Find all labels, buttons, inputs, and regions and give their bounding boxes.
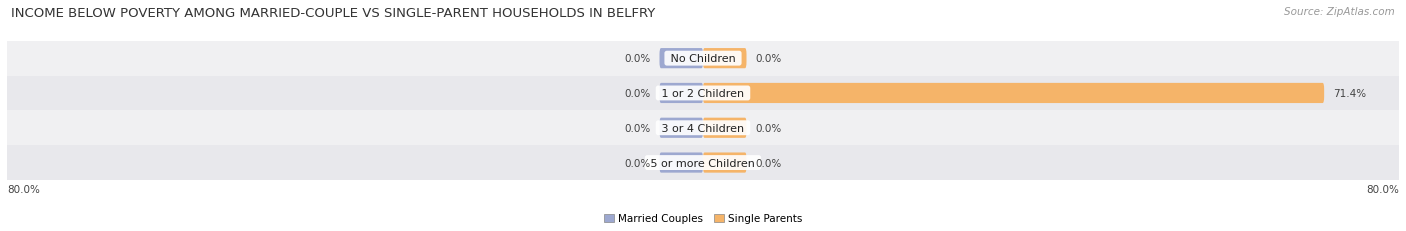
Bar (7, 111, 1399, 146)
Text: 5 or more Children: 5 or more Children (647, 158, 759, 168)
Text: INCOME BELOW POVERTY AMONG MARRIED-COUPLE VS SINGLE-PARENT HOUSEHOLDS IN BELFRY: INCOME BELOW POVERTY AMONG MARRIED-COUPL… (11, 7, 655, 20)
Text: 3 or 4 Children: 3 or 4 Children (658, 123, 748, 133)
FancyBboxPatch shape (659, 153, 703, 173)
FancyBboxPatch shape (703, 84, 1324, 104)
Text: 0.0%: 0.0% (624, 54, 651, 64)
Text: 0.0%: 0.0% (624, 88, 651, 99)
Text: 71.4%: 71.4% (1333, 88, 1367, 99)
Text: No Children: No Children (666, 54, 740, 64)
Text: 0.0%: 0.0% (755, 123, 782, 133)
FancyBboxPatch shape (703, 153, 747, 173)
Bar (7, 42, 1399, 76)
Text: 80.0%: 80.0% (7, 184, 39, 194)
FancyBboxPatch shape (659, 118, 703, 138)
FancyBboxPatch shape (703, 49, 747, 69)
Text: 0.0%: 0.0% (755, 158, 782, 168)
Bar (7, 76, 1399, 111)
Text: 0.0%: 0.0% (624, 158, 651, 168)
Text: 80.0%: 80.0% (1367, 184, 1399, 194)
Legend: Married Couples, Single Parents: Married Couples, Single Parents (599, 210, 807, 228)
Text: 1 or 2 Children: 1 or 2 Children (658, 88, 748, 99)
Text: 0.0%: 0.0% (624, 123, 651, 133)
Text: 0.0%: 0.0% (755, 54, 782, 64)
FancyBboxPatch shape (703, 118, 747, 138)
Bar (7, 146, 1399, 180)
FancyBboxPatch shape (659, 49, 703, 69)
FancyBboxPatch shape (659, 84, 703, 104)
Text: Source: ZipAtlas.com: Source: ZipAtlas.com (1284, 7, 1395, 17)
